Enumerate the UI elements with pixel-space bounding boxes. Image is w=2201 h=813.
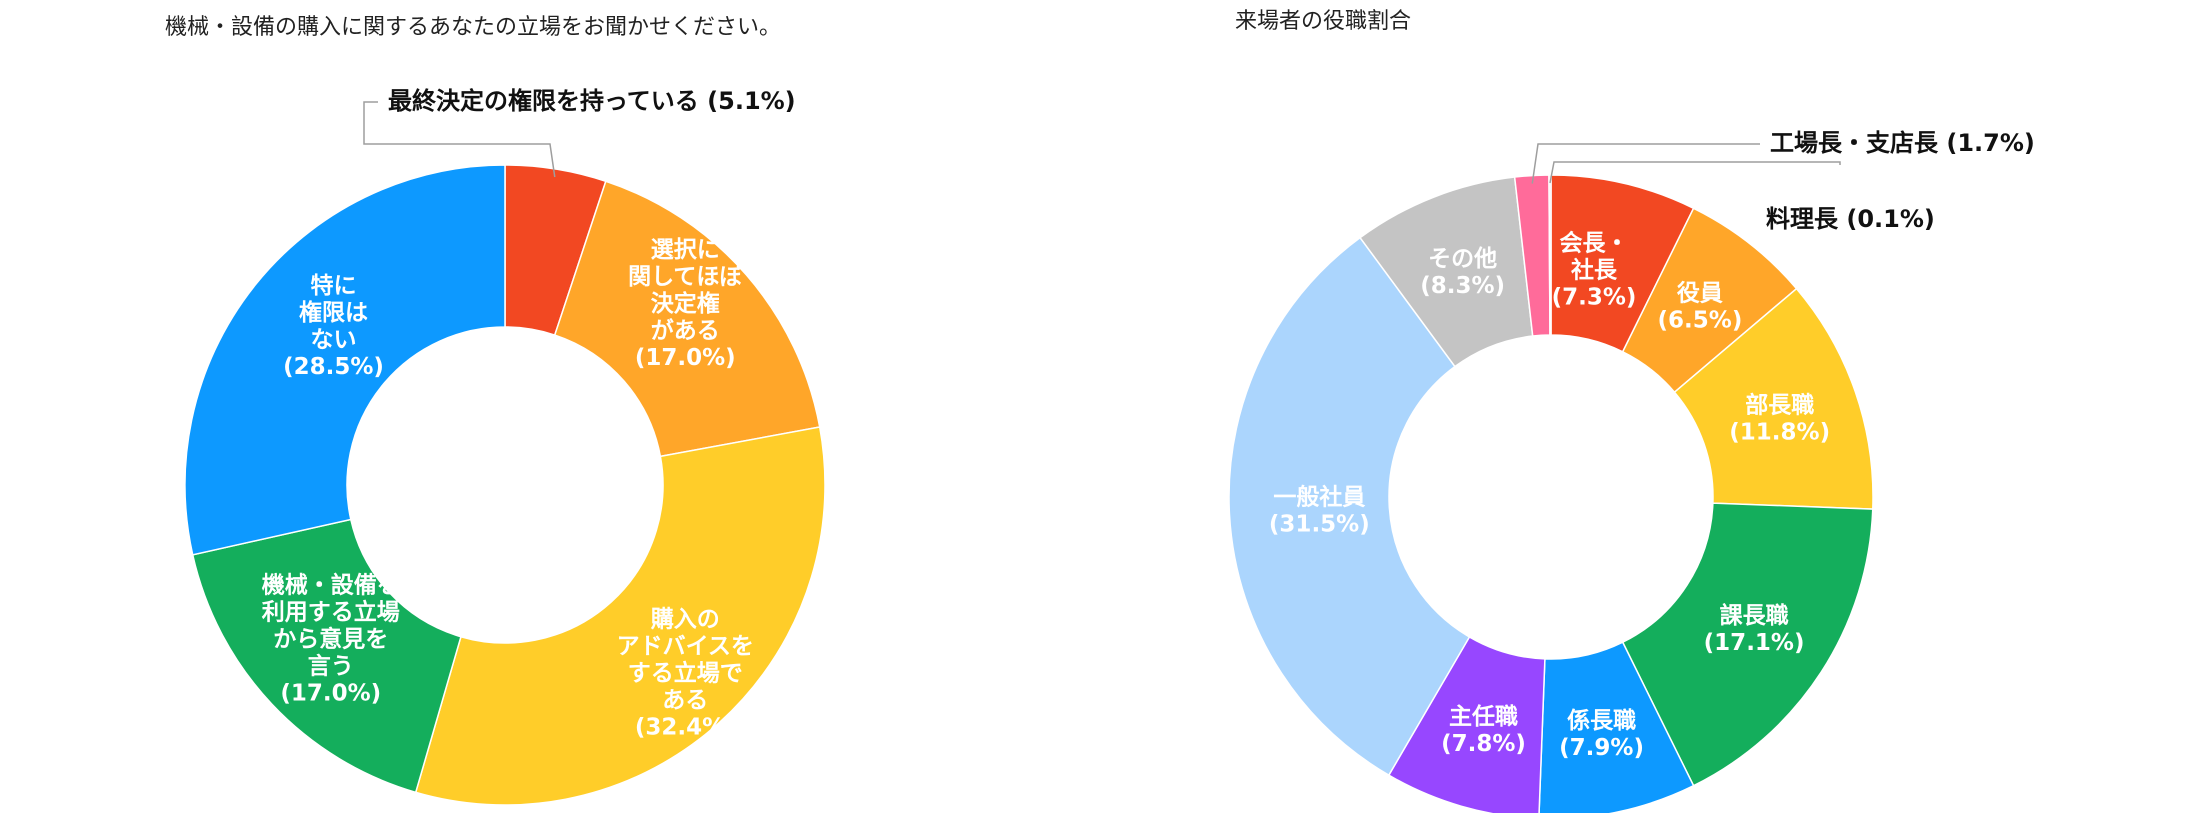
chart-2-leader-8 <box>1531 143 1760 184</box>
chart-2-label-3: 課長職(17.1%) <box>1704 602 1805 656</box>
chart-2-slice-6 <box>1228 236 1471 777</box>
chart-1-slice-3 <box>191 518 462 794</box>
chart-2-label-7: その他(8.3%) <box>1420 246 1505 299</box>
chart-2-label-9: 料理長 (0.1%) <box>1766 205 1935 233</box>
chart-2-label-1: 役員(6.5%) <box>1658 281 1743 334</box>
chart-1-slice-2 <box>414 426 826 806</box>
chart-2-label-6: 一般社員(31.5%) <box>1269 483 1370 537</box>
chart-1-label-1: 選択に関してほぼ決定権がある(17.0%) <box>628 237 743 371</box>
chart-2-leader-9 <box>1549 161 1841 184</box>
chart-2-title: 来場者の役職割合 <box>1235 9 1411 34</box>
chart-2-label-8: 工場長・支店長 (1.7%) <box>1770 129 2035 157</box>
chart-2-slice-4 <box>1538 641 1695 813</box>
chart-1-label-4: 特に権限はない(28.5%) <box>283 273 384 380</box>
chart-1-slice-1 <box>553 180 821 458</box>
chart-2-slice-3 <box>1621 502 1874 787</box>
chart-2-label-4: 係長職(7.9%) <box>1559 707 1644 761</box>
chart-1-slice-4 <box>184 164 506 556</box>
chart-1-title: 機械・設備の購入に関するあなたの立場をお聞かせください。 <box>165 15 781 40</box>
chart-2-slice-9 <box>1548 174 1552 336</box>
chart-1: 最終決定の権限を持っている (5.1%) 選択に関してほぼ決定権がある(17.0%… <box>184 87 826 806</box>
chart-1-label-3: 機械・設備を利用する立場から意見を言う(17.0%) <box>262 572 400 707</box>
chart-2-label-0: 会長・社長(7.3%) <box>1552 229 1637 310</box>
chart-2: 会長・社長(7.3%) 役員(6.5%) 部長職(11.8%) 課長職(17.1%) 係… <box>1228 129 2035 813</box>
chart-1-label-2: 購入のアドバイスをする立場である(32.4%) <box>617 606 754 740</box>
chart-2-label-2: 部長職(11.8%) <box>1729 391 1830 445</box>
chart-2-label-5: 主任職(7.8%) <box>1441 703 1526 757</box>
chart-1-leader-0 <box>363 101 556 178</box>
chart-1-label-0: 最終決定の権限を持っている (5.1%) <box>388 87 796 115</box>
